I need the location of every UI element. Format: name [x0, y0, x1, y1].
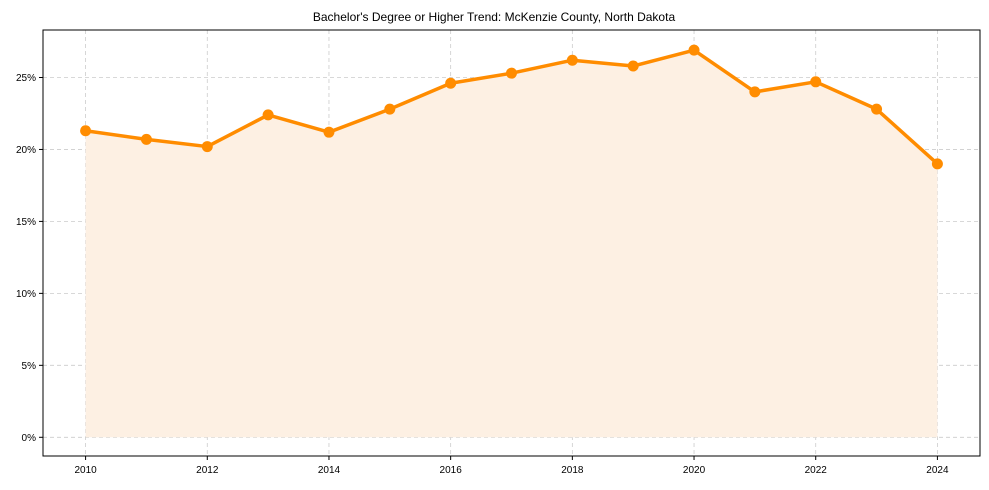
- x-axis: 2010 2012 2014 2016 2018 2020 2022 2024: [74, 456, 949, 476]
- data-point-marker: [871, 103, 883, 115]
- y-tick-label: 10%: [16, 289, 36, 300]
- y-tick-label: 25%: [16, 73, 36, 84]
- plot-area: [42, 29, 981, 457]
- chart-title: Bachelor's Degree or Higher Trend: McKen…: [313, 10, 676, 24]
- data-point-marker: [80, 125, 92, 137]
- y-tick-label: 0%: [22, 433, 37, 444]
- x-tick-label: 2010: [74, 465, 97, 476]
- x-tick-label: 2024: [926, 465, 949, 476]
- area-fill-path: [85, 50, 938, 438]
- y-tick-label: 15%: [16, 217, 36, 228]
- data-point-marker: [810, 76, 822, 88]
- data-point-marker: [688, 44, 700, 56]
- y-tick-label: 5%: [22, 361, 37, 372]
- data-point-marker: [931, 158, 943, 170]
- data-point-marker: [445, 77, 457, 89]
- data-point-marker: [384, 103, 396, 115]
- x-tick-label: 2014: [318, 465, 341, 476]
- data-point-marker: [506, 67, 517, 79]
- plot-frame: [42, 29, 981, 457]
- data-point-marker: [140, 133, 152, 145]
- data-point-marker: [201, 141, 213, 153]
- data-point-marker: [749, 86, 761, 98]
- x-tick-label: 2012: [196, 465, 219, 476]
- x-tick-label: 2020: [683, 465, 706, 476]
- x-tick-label: 2018: [561, 465, 584, 476]
- y-tick-label: 20%: [16, 145, 36, 156]
- x-tick-label: 2016: [440, 465, 463, 476]
- data-point-marker: [566, 54, 578, 66]
- data-point-marker: [627, 60, 639, 72]
- data-markers: [80, 44, 943, 170]
- data-point-marker: [262, 109, 274, 121]
- x-tick-label: 2022: [805, 465, 828, 476]
- data-point-marker: [323, 126, 335, 138]
- y-axis: 0% 5% 10% 15% 20% 25%: [16, 73, 43, 444]
- area-fill: [85, 50, 938, 438]
